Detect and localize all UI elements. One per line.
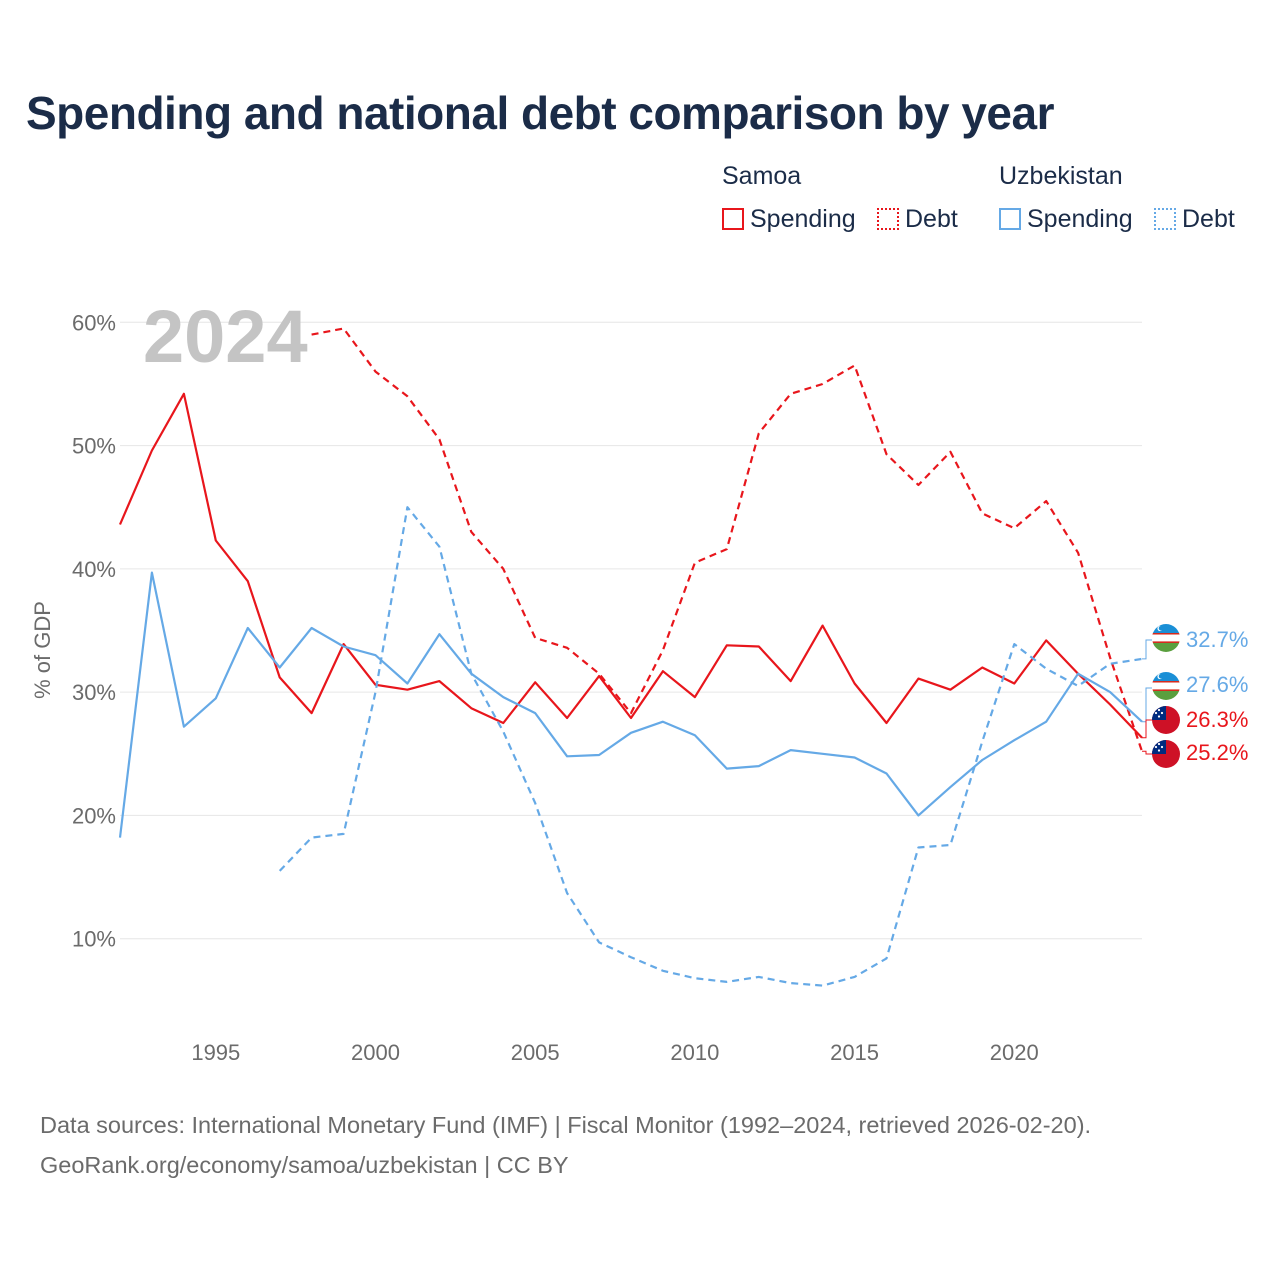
x-tick-label: 2015 <box>830 1040 879 1065</box>
legend-item-samoa-spending[interactable]: Spending <box>722 203 856 235</box>
data-source: Data sources: International Monetary Fun… <box>40 1105 1091 1185</box>
year-overlay: 2024 <box>143 295 308 378</box>
chart-title: Spending and national debt comparison by… <box>26 87 1055 139</box>
y-axis-label: % of GDP <box>30 601 55 699</box>
connector-line <box>1142 639 1152 660</box>
x-tick-label: 2010 <box>670 1040 719 1065</box>
legend-item-uzbekistan-spending[interactable]: Spending <box>999 203 1133 235</box>
y-tick-label: 30% <box>72 680 116 705</box>
connector-line <box>1142 687 1152 723</box>
end-label-connectors <box>1142 639 1152 755</box>
legend-swatch-solid-icon <box>999 208 1021 230</box>
connector-line <box>1142 719 1152 739</box>
connector-line <box>1142 750 1152 755</box>
series-line-samoa-spending[interactable] <box>118 392 1143 739</box>
y-tick-label: 50% <box>72 434 116 459</box>
legend-label: Spending <box>750 204 856 233</box>
source-line-1: Data sources: International Monetary Fun… <box>40 1112 1092 1138</box>
series-line-uzbekistan-spending[interactable] <box>118 571 1143 838</box>
legend-swatch-dotted-icon <box>877 208 899 230</box>
uzbekistan-flag-icon <box>1152 672 1180 700</box>
y-axis: 10% 20% 30% 40% 50% 60% <box>72 310 116 951</box>
series-line-samoa-debt[interactable] <box>311 327 1144 752</box>
samoa-flag-icon <box>1152 740 1180 768</box>
legend-swatch-dotted-icon <box>1154 208 1176 230</box>
legend-group-samoa: Samoa <box>722 162 802 190</box>
legend-label: Debt <box>905 204 958 233</box>
legend-item-uzbekistan-debt[interactable]: Debt <box>1154 203 1235 235</box>
end-label-samoa-spending: 26.3% <box>1186 707 1248 732</box>
series-line-uzbekistan-debt[interactable] <box>278 506 1143 987</box>
legend-swatch-solid-icon <box>722 208 744 230</box>
legend-label: Debt <box>1182 204 1235 233</box>
legend-group-uzbekistan: Uzbekistan <box>999 162 1123 190</box>
series-layer <box>118 327 1144 987</box>
x-tick-label: 2020 <box>990 1040 1039 1065</box>
y-tick-label: 20% <box>72 803 116 828</box>
uzbekistan-flag-icon <box>1152 624 1180 652</box>
x-tick-label: 1995 <box>191 1040 240 1065</box>
x-tick-label: 2005 <box>511 1040 560 1065</box>
legend-item-samoa-debt[interactable]: Debt <box>877 203 958 235</box>
y-tick-label: 60% <box>72 310 116 335</box>
end-label-samoa-debt: 25.2% <box>1186 740 1248 765</box>
x-axis: 1995 2000 2005 2010 2015 2020 <box>191 1040 1038 1065</box>
y-tick-label: 40% <box>72 557 116 582</box>
samoa-flag-icon <box>1152 706 1180 734</box>
y-tick-label: 10% <box>72 927 116 952</box>
legend-label: Spending <box>1027 204 1133 233</box>
end-label-uzbekistan-spending: 27.6% <box>1186 672 1248 697</box>
x-tick-label: 2000 <box>351 1040 400 1065</box>
source-line-2: GeoRank.org/economy/samoa/uzbekistan | C… <box>40 1152 569 1178</box>
end-label-uzbekistan-debt: 32.7% <box>1186 627 1248 652</box>
gridlines <box>120 321 1142 940</box>
